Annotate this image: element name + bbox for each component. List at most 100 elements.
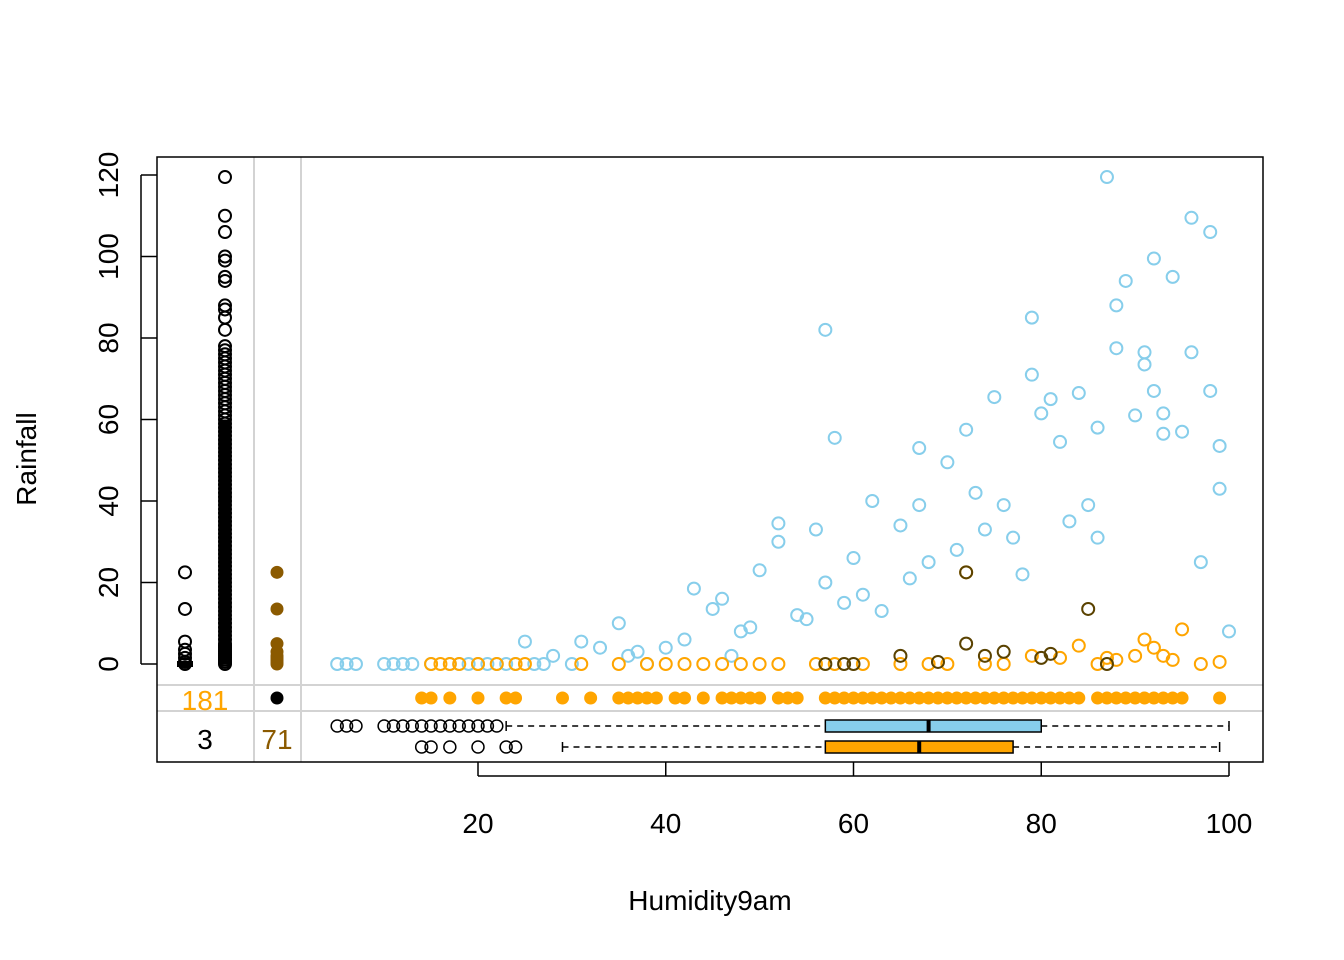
- x-missing-point: [921, 657, 936, 671]
- complete-point: [1137, 345, 1152, 360]
- x-missing-rainfall-point: [218, 249, 232, 264]
- complete-point: [1165, 269, 1180, 284]
- x-tick-label: 100: [1206, 808, 1253, 839]
- complete-point: [461, 657, 476, 671]
- complete-point: [480, 657, 495, 671]
- both-missing-rainfall-point: [178, 565, 192, 580]
- complete-point: [1081, 498, 1096, 513]
- y-missing-margin-point: [270, 565, 284, 579]
- complete-point: [818, 322, 833, 337]
- y-missing-rug-point: [1213, 691, 1227, 705]
- boxplot-outlier: [443, 719, 457, 733]
- both-missing-marker: [270, 691, 284, 705]
- x-missing-point: [1071, 638, 1086, 653]
- complete-point: [611, 616, 626, 631]
- complete-point: [1137, 357, 1152, 372]
- complete-point: [527, 657, 542, 671]
- x-missing-rainfall-point: [218, 273, 232, 288]
- complete-point: [743, 620, 758, 635]
- y-missing-rug-point: [1072, 691, 1086, 705]
- complete-point: [1212, 481, 1227, 496]
- x-missing-count-label: 181: [182, 685, 229, 716]
- x-missing-rainfall-point: [218, 302, 232, 317]
- boxplot-outlier: [424, 740, 438, 754]
- x-missing-rainfall-point: [218, 298, 232, 313]
- y-tick-label: 20: [93, 567, 124, 598]
- x-axis: 20 40 60 80 100: [462, 762, 1252, 839]
- complete-point: [339, 657, 354, 671]
- y-missing-rug-point: [424, 691, 438, 705]
- x-missing-point: [574, 657, 589, 671]
- complete-point: [1222, 624, 1236, 639]
- boxplot-outlier: [480, 719, 495, 733]
- complete-point: [536, 657, 551, 671]
- x-missing-point: [517, 657, 532, 671]
- complete-point: [724, 648, 739, 663]
- x-missing-point: [1212, 654, 1227, 669]
- boxplot-outlier: [424, 719, 438, 733]
- x-missing-point: [893, 657, 908, 671]
- complete-point: [593, 640, 608, 655]
- boxplot-outlier: [508, 740, 523, 754]
- complete-point: [330, 657, 345, 671]
- complete-point: [405, 657, 420, 671]
- x-tick-label: 60: [838, 808, 869, 839]
- both-missing-rainfall-point: [178, 601, 192, 616]
- complete-point: [1024, 367, 1039, 382]
- overlap-point: [959, 636, 974, 651]
- x-missing-point: [1165, 652, 1180, 667]
- y-tick-label: 100: [93, 233, 124, 280]
- x-missing-point: [696, 657, 711, 671]
- complete-point: [1043, 392, 1058, 407]
- complete-point: [1015, 567, 1030, 582]
- complete-point: [846, 551, 861, 566]
- complete-point: [1024, 310, 1039, 325]
- boxplot-outlier: [414, 719, 429, 733]
- x-missing-rainfall-point: [218, 225, 232, 240]
- both-missing-rainfall-point: [178, 642, 192, 657]
- complete-point: [564, 657, 579, 671]
- x-missing-point: [1128, 648, 1143, 663]
- complete-point: [1090, 420, 1105, 435]
- overlap-point: [837, 657, 852, 671]
- overlap-point: [977, 648, 992, 663]
- complete-point: [771, 516, 786, 531]
- boxplot-outlier: [349, 719, 363, 733]
- y-missing-rug-point: [555, 691, 569, 705]
- overlap-point: [930, 654, 945, 669]
- y-missing-rug-point: [1175, 691, 1189, 705]
- complete-point: [1109, 341, 1124, 356]
- x-missing-point: [433, 657, 448, 671]
- x-missing-point: [996, 657, 1011, 671]
- y-missing-rug-point: [509, 691, 523, 705]
- x-tick-label: 20: [462, 808, 493, 839]
- x-tick-label: 80: [1026, 808, 1057, 839]
- complete-point: [1156, 426, 1171, 441]
- complete-point: [1090, 530, 1105, 545]
- boxplot-outlier: [471, 740, 485, 754]
- boxplot-outlier: [433, 719, 448, 733]
- complete-point: [574, 634, 589, 649]
- complete-point: [912, 441, 927, 456]
- boxplot-outlier: [471, 719, 485, 733]
- boxplot-outlier: [443, 740, 457, 754]
- overlap-point: [846, 657, 861, 671]
- missing-panels: [157, 157, 1263, 762]
- overlap-point: [893, 648, 908, 663]
- boxplot-box: [824, 719, 1043, 733]
- x-missing-point: [489, 657, 504, 671]
- overlap-point: [959, 565, 974, 580]
- boxplot-outlier: [330, 719, 344, 733]
- x-missing-point: [1024, 648, 1039, 663]
- complete-point: [677, 632, 692, 647]
- complete-point: [949, 542, 964, 557]
- x-missing-point: [1193, 657, 1208, 671]
- y-missing-rug-point: [649, 691, 663, 705]
- y-tick-label: 120: [93, 152, 124, 199]
- x-missing-point: [827, 657, 842, 671]
- complete-point: [818, 575, 833, 590]
- x-missing-point: [424, 657, 439, 671]
- plot-area: [330, 170, 1236, 671]
- complete-point: [1053, 434, 1068, 449]
